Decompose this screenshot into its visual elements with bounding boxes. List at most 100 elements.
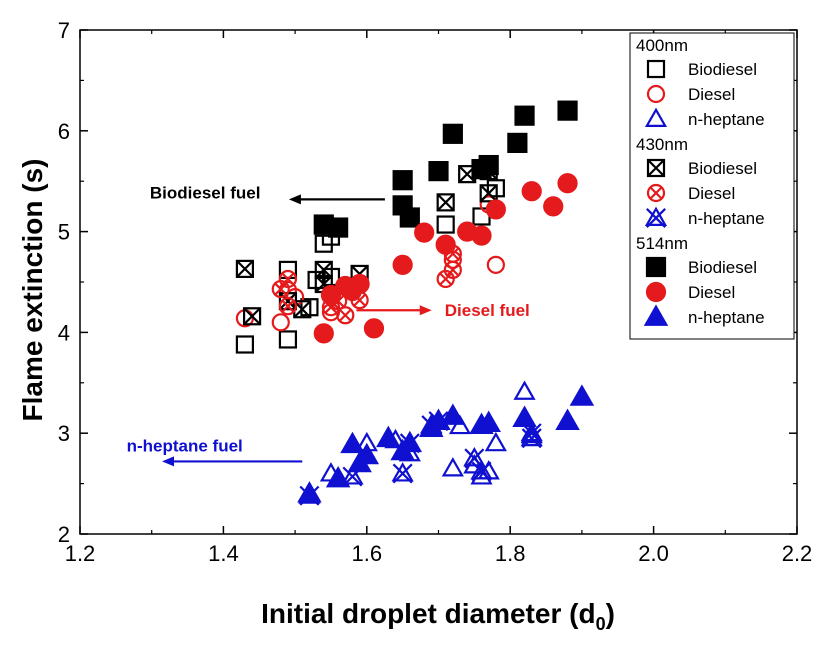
data-point [514,105,535,126]
data-point [428,161,449,182]
y-tick-label: 7 [58,18,70,43]
legend-group-title: 430nm [636,135,688,154]
x-axis-label: Initial droplet diameter (d0) [261,598,615,634]
data-point [376,425,401,448]
legend-marker [646,59,666,79]
series-514nm-biodiesel [313,100,578,238]
legend-group-title: 400nm [636,36,688,55]
data-point [242,307,262,326]
legend-marker [645,256,667,278]
axis-ticks: 1.2 1.4 1.6 1.8 2.0 2.2 2 3 4 5 6 7 [58,18,813,566]
x-tick-label: 2.0 [638,541,669,566]
legend-marker [644,107,668,127]
data-point [442,123,463,144]
data-point [436,215,455,234]
data-point [479,184,498,203]
legend-entry: Diesel [646,84,735,104]
x-tick-label: 1.2 [65,541,96,566]
legend-entry: Biodiesel [646,59,757,79]
x-axis-label-close: ) [606,598,615,629]
series-430nm-n-heptane [298,409,543,506]
data-point [435,234,456,255]
data-point [271,313,290,332]
data-point [391,462,414,484]
data-point [484,431,507,452]
y-tick-label: 5 [58,220,70,245]
legend-entry: Biodiesel [646,158,757,178]
legend-label: n-heptane [688,209,765,228]
x-tick-label: 1.8 [495,541,526,566]
x-axis-label-subscript: 0 [596,614,606,634]
annotation-label: n-heptane fuel [127,436,243,455]
annotation-diesel: Diesel fuel [356,301,530,320]
x-tick-label: 1.4 [208,541,239,566]
data-point [513,380,536,400]
data-point [325,465,351,488]
legend-label: Diesel [688,85,735,104]
data-point [397,430,423,453]
data-point [448,414,472,435]
data-point [354,442,380,465]
data-points [235,100,595,506]
annotation-label: Biodiesel fuel [150,183,261,202]
data-point [363,318,385,339]
legend-label: n-heptane [688,308,765,327]
legend-label: Biodiesel [688,159,757,178]
legend-marker [643,304,669,326]
data-point [297,481,322,503]
data-point [443,250,462,269]
legend-label: n-heptane [688,110,765,129]
data-point [471,225,492,246]
data-point [278,330,298,349]
legend-entry: Diesel [645,281,735,303]
legend-marker [646,158,666,178]
annotation-n-heptane: n-heptane fuel [127,436,303,467]
data-point [235,259,255,278]
y-tick-label: 6 [58,119,70,144]
x-axis-label-main: Initial droplet diameter (d [261,598,595,629]
data-point [278,269,298,289]
legend-marker [646,84,666,104]
legend-label: Biodiesel [688,258,757,277]
y-axis-label: Flame extinction (s) [17,159,48,422]
legend-entry: n-heptane [644,206,765,228]
series-514nm-diesel [313,173,578,344]
data-point [320,285,342,306]
legend-entry: Diesel [646,183,735,203]
annotations: Biodiesel fuel Diesel fuel n-heptane fuel [127,183,530,467]
legend-label: Biodiesel [688,60,757,79]
data-point [512,405,537,427]
legend: 400nmBiodieselDieseln-heptane430nmBiodie… [629,32,795,340]
data-point [486,255,505,274]
data-point [336,306,355,325]
data-point [340,431,365,454]
legend-entry: n-heptane [644,107,765,129]
x-tick-label: 1.6 [352,541,383,566]
annotation-arrow-head [288,194,301,205]
data-point [313,323,334,344]
legend-marker [644,206,668,228]
legend-group-title: 514nm [636,234,688,253]
data-point [440,403,466,425]
annotation-arrow-head [419,305,432,316]
data-point [485,199,506,220]
data-point [520,426,543,449]
legend-marker [646,183,666,203]
legend-marker [645,281,667,303]
data-point [507,132,528,153]
x-tick-label: 2.2 [782,541,813,566]
data-point [399,207,420,228]
data-point [557,100,578,121]
data-point [470,460,493,482]
legend-entry: n-heptane [643,304,765,327]
data-point [349,273,370,295]
data-point [557,173,578,194]
data-point [235,335,255,354]
y-tick-label: 2 [58,522,70,547]
data-point [278,297,298,316]
data-point [436,193,455,212]
legend-label: Diesel [688,184,735,203]
